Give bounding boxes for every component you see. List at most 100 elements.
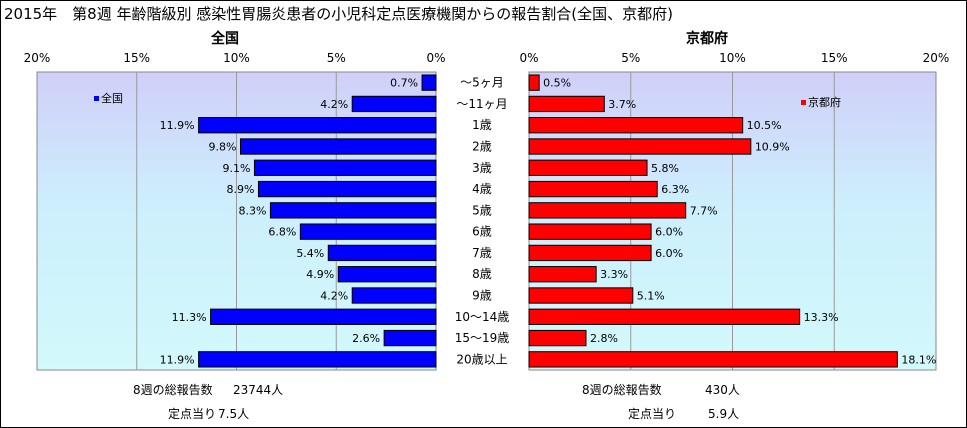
kyoto-bar [528,74,540,91]
national-value-label: 9.8% [209,141,237,154]
national-value-label: 4.2% [320,290,348,303]
national-value-label: 4.2% [320,98,348,111]
national-per-value: 7.5人 [218,407,249,421]
national-value-label: 8.9% [226,183,254,196]
national-value-label: 6.8% [268,226,296,239]
national-bar [421,74,437,91]
kyoto-legend-swatch [801,100,806,105]
national-legend-label: 全国 [101,91,123,105]
kyoto-value-label: 5.8% [651,162,679,175]
kyoto-bars [528,74,898,368]
kyoto-tick-label: 0% [519,51,538,65]
age-group-label: 7歳 [472,246,492,260]
national-bar [210,308,437,325]
national-axis-ticks: 20% 15% 10% 5% 0% [24,51,446,65]
kyoto-panel: 京都府 0% 5% 10% 15% 20% 0.5% 3.7% 10.5% 10.9% 5.8%… [519,30,949,371]
age-group-label: 5歳 [472,203,492,217]
age-group-label: 15～19歳 [455,331,510,345]
kyoto-bar [528,117,744,134]
national-total-value: 23744人 [233,383,283,397]
kyoto-bar [528,308,801,325]
kyoto-bar [528,159,648,176]
age-group-label: ～11ヶ月 [456,97,507,111]
national-tick-label: 5% [327,51,346,65]
kyoto-value-label: 10.5% [747,119,782,132]
national-bar [351,287,437,304]
age-group-label: 1歳 [472,118,492,132]
kyoto-legend-label: 京都府 [808,95,841,109]
national-bar [383,329,437,347]
kyoto-tick-label: 5% [621,51,640,65]
national-legend-swatch [94,96,99,101]
kyoto-bar [528,180,658,198]
kyoto-per-label: 定点当り [628,406,676,421]
kyoto-bar [528,244,652,262]
kyoto-value-label: 3.3% [600,268,628,281]
age-group-labels: ～5ヶ月 ～11ヶ月 1歳 2歳 3歳 4歳 5歳 6歳 7歳 8歳 9歳 10～14歳 15～19歳 2… [455,76,510,367]
kyoto-total-label: 8週の総報告数 [582,382,662,397]
kyoto-value-label: 18.1% [901,353,936,366]
kyoto-bar [528,95,605,113]
national-value-label: 11.9% [160,119,195,132]
national-bar [257,180,437,198]
national-legend: 全国 [94,91,123,105]
national-bars [198,74,437,368]
national-tick-label: 10% [223,51,250,65]
national-tick-label: 15% [123,51,150,65]
national-value-label: 5.4% [296,247,324,260]
national-bar [253,159,437,176]
national-value-label: 9.1% [223,162,251,175]
kyoto-bar [528,202,687,219]
kyoto-panel-title: 京都府 [686,30,728,47]
national-tick-label: 20% [24,51,51,65]
kyoto-value-label: 6.0% [655,226,683,239]
kyoto-bar [528,351,898,368]
national-tick-label: 0% [426,51,445,65]
national-value-label: 11.3% [172,311,207,324]
kyoto-tick-label: 10% [719,51,746,65]
national-footer: 8週の総報告数 23744人 定点当り 7.5人 [133,382,283,421]
national-bar [198,117,437,134]
kyoto-tick-label: 15% [821,51,848,65]
national-value-label: 11.9% [160,353,195,366]
kyoto-value-label: 3.7% [608,98,636,111]
kyoto-value-labels: 0.5% 3.7% 10.5% 10.9% 5.8% 6.3%7.7% 6.0% 6.0% 3.… [543,77,936,367]
kyoto-per-value: 5.9人 [708,407,739,421]
kyoto-value-label: 10.9% [755,141,790,154]
age-group-label: 10～14歳 [455,310,510,324]
age-group-label: 6歳 [472,225,492,239]
kyoto-value-label: 6.0% [655,247,683,260]
national-bar [327,244,437,262]
national-bar [269,202,437,219]
age-group-label: 9歳 [472,289,492,303]
age-group-label: 3歳 [472,161,492,175]
age-group-label: 2歳 [472,140,492,154]
national-total-label: 8週の総報告数 [133,382,213,397]
age-group-label: 4歳 [472,182,492,196]
national-value-labels: 0.7% 4.2% 11.9% 9.8% 9.1% 8.9% 8.3%6.8%5.4% 4.9… [160,77,418,367]
age-group-label: 20歳以上 [456,352,507,366]
kyoto-bar [528,329,587,347]
kyoto-axis-ticks: 0% 5% 10% 15% 20% [519,51,949,65]
national-bar [351,95,437,113]
kyoto-bar [528,266,597,283]
kyoto-bar [528,138,752,155]
kyoto-total-value: 430人 [705,383,740,397]
kyoto-value-label: 7.7% [690,204,718,217]
national-bar [239,138,437,155]
kyoto-value-label: 13.3% [804,311,839,324]
kyoto-value-label: 5.1% [637,290,665,303]
age-group-label: ～5ヶ月 [460,76,504,90]
national-bar [198,351,437,368]
kyoto-bar [528,223,652,240]
kyoto-bar [528,287,634,304]
national-value-label: 4.9% [306,268,334,281]
national-value-label: 8.3% [238,204,266,217]
kyoto-footer: 8週の総報告数 430人 定点当り 5.9人 [582,382,740,421]
kyoto-value-label: 6.3% [661,183,689,196]
national-bar [299,223,437,240]
kyoto-value-label: 2.8% [590,332,618,345]
national-panel: 全国 20% 15% 10% 5% 0% 0.7% 4.2% 11.9% 9.8% 9.1% 8.… [24,30,446,371]
kyoto-legend: 京都府 [801,95,841,109]
